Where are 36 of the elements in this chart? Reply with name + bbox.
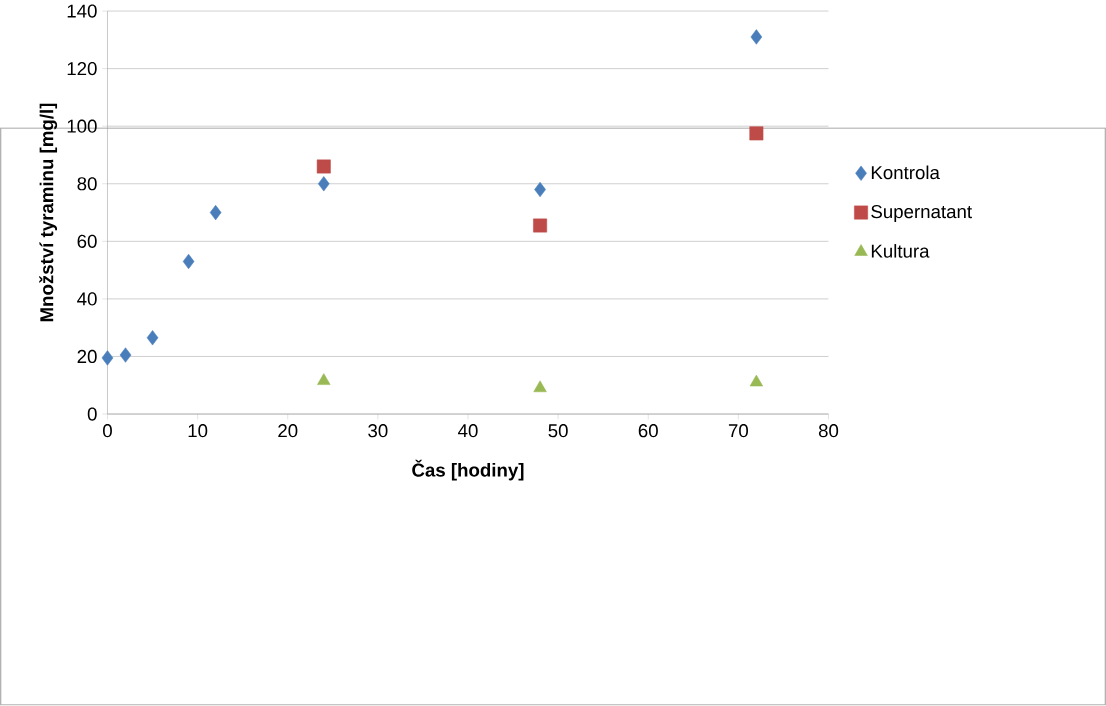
- point: [318, 176, 330, 192]
- y-axis-title: Množství tyraminu [mg/l]: [39, 103, 58, 322]
- y-tick-label: 140: [67, 4, 97, 18]
- point: [750, 29, 763, 45]
- x-axis-title: Čas [hodiny]: [412, 460, 524, 481]
- point: [533, 380, 547, 393]
- point: [316, 159, 331, 174]
- x-tick-label: 10: [188, 424, 208, 438]
- x-tick-label: 60: [638, 424, 658, 438]
- point: [317, 373, 331, 386]
- point: [101, 350, 114, 366]
- legend-label: Kultura: [871, 244, 930, 259]
- legend-label: Supernatant: [871, 205, 972, 223]
- x-tick-label: 80: [818, 424, 839, 438]
- point: [533, 218, 548, 233]
- y-tick-label: 80: [77, 177, 97, 191]
- point: [749, 126, 764, 141]
- x-tick-label: 0: [103, 424, 112, 438]
- x-tick-label: 30: [368, 424, 388, 438]
- y-tick-label: 60: [77, 234, 97, 249]
- y-tick-label: 40: [77, 292, 97, 306]
- point: [182, 254, 195, 270]
- x-tick-label: 70: [728, 424, 749, 438]
- x-tick-label: 40: [458, 424, 478, 438]
- point: [209, 205, 222, 221]
- legend-label: Kontrola: [871, 165, 940, 180]
- y-tick-label: 100: [67, 119, 97, 134]
- x-tick-label: 50: [548, 424, 568, 438]
- y-tick-label: 0: [87, 407, 97, 421]
- y-tick-label: 20: [77, 350, 97, 364]
- x-tick-label: 20: [278, 424, 298, 438]
- point: [146, 330, 159, 346]
- y-tick-label: 120: [67, 62, 97, 76]
- point: [534, 182, 546, 198]
- point: [119, 347, 132, 363]
- point: [749, 375, 763, 387]
